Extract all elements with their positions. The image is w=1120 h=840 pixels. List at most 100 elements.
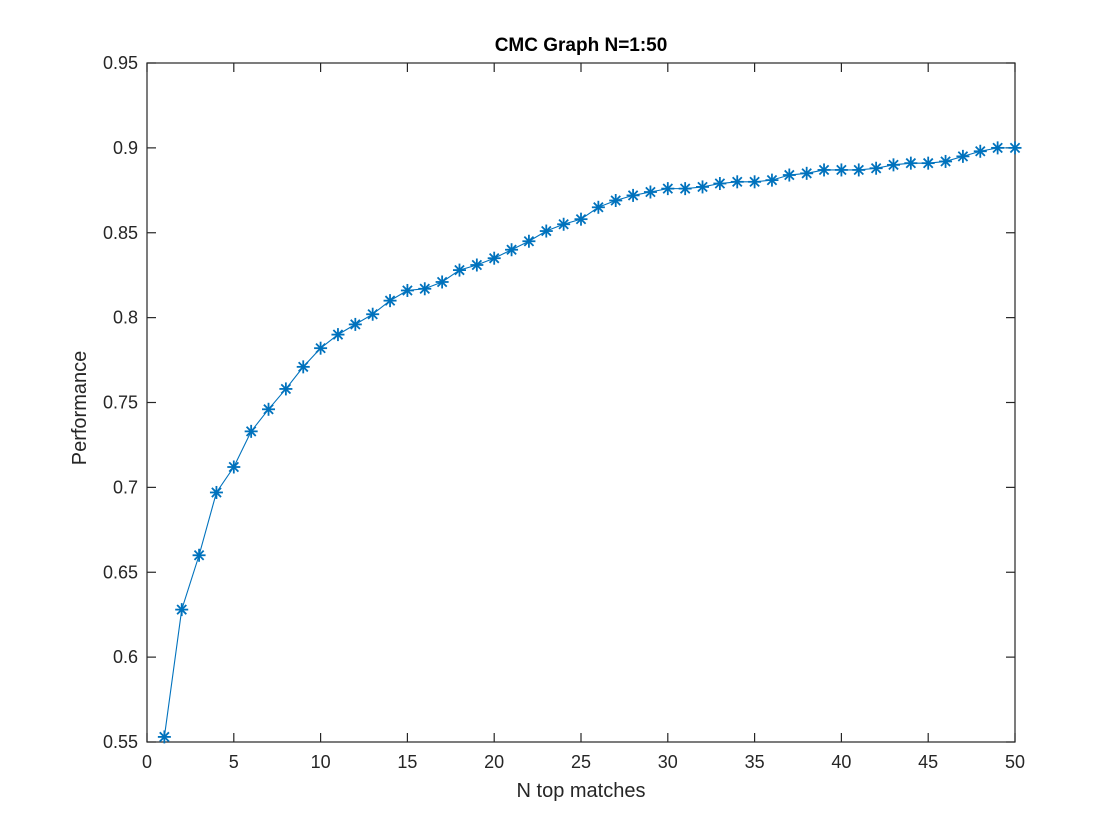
data-point: [331, 328, 345, 342]
marker-stroke: [575, 213, 587, 225]
data-point: [800, 166, 814, 180]
y-tick-label: 0.8: [113, 308, 138, 328]
data-point: [852, 163, 866, 177]
x-tick-label: 25: [571, 752, 591, 772]
x-tick-label: 35: [745, 752, 765, 772]
marker-stroke: [332, 329, 344, 340]
data-point: [834, 163, 848, 177]
data-point: [296, 360, 310, 374]
x-tick-label: 45: [918, 752, 938, 772]
y-tick-label: 0.9: [113, 138, 138, 158]
y-tick-label: 0.6: [113, 647, 138, 667]
data-point: [626, 188, 640, 202]
marker-stroke: [922, 157, 934, 169]
marker-stroke: [315, 342, 326, 354]
data-point: [383, 294, 397, 308]
y-tick-label: 0.85: [103, 223, 138, 243]
marker-stroke: [1009, 142, 1021, 154]
data-point: [557, 217, 571, 231]
data-point: [1008, 141, 1022, 155]
marker-stroke: [193, 550, 205, 561]
data-point: [262, 402, 276, 416]
marker-stroke: [471, 259, 483, 271]
marker-stroke: [645, 186, 656, 198]
marker-stroke: [245, 426, 257, 437]
data-point: [956, 149, 970, 163]
marker-stroke: [714, 178, 726, 189]
marker-stroke: [905, 157, 917, 169]
marker-stroke: [419, 283, 430, 295]
data-point: [279, 382, 293, 396]
marker-stroke: [853, 164, 864, 176]
x-tick-label: 15: [397, 752, 417, 772]
data-point: [244, 424, 258, 438]
marker-stroke: [228, 461, 240, 473]
marker-stroke: [610, 195, 621, 206]
data-point: [591, 200, 605, 214]
marker-stroke: [367, 308, 378, 320]
data-point: [522, 234, 536, 248]
marker-stroke: [732, 176, 743, 188]
marker-stroke: [384, 295, 396, 306]
y-axis-label: Performance: [69, 351, 91, 466]
data-point: [939, 154, 953, 168]
y-tick-label: 0.65: [103, 562, 138, 582]
data-point: [452, 263, 466, 277]
y-tick-label: 0.55: [103, 732, 138, 752]
data-point: [418, 282, 432, 296]
data-point: [921, 156, 935, 170]
y-tick-label: 0.7: [113, 477, 138, 497]
marker-stroke: [211, 487, 222, 498]
chart-title: CMC Graph N=1:50: [495, 35, 668, 56]
y-tick-label: 0.95: [103, 53, 138, 73]
marker-stroke: [992, 142, 1003, 154]
data-point: [730, 175, 744, 189]
y-axis-ticks: 0.55 0.6 0.65 0.7 0.75 0.8 0.85 0.9 0.95: [103, 53, 1015, 752]
x-tick-label: 40: [831, 752, 851, 772]
data-point: [505, 243, 519, 257]
data-point: [696, 180, 710, 194]
data-point: [609, 194, 623, 207]
marker-stroke: [784, 169, 795, 181]
data-point: [643, 185, 657, 199]
marker-stroke: [957, 151, 969, 162]
data-point: [175, 603, 189, 617]
marker-stroke: [523, 236, 535, 247]
data-point: [209, 485, 223, 499]
x-tick-label: 30: [658, 752, 678, 772]
data-point: [227, 460, 241, 474]
data-point: [765, 173, 779, 187]
marker-stroke: [870, 163, 882, 174]
marker-stroke: [766, 174, 778, 186]
x-tick-label: 50: [1005, 752, 1025, 772]
marker-stroke: [298, 361, 309, 373]
data-point: [713, 177, 727, 191]
data-point: [400, 283, 414, 297]
marker-stroke: [627, 190, 639, 201]
marker-stroke: [350, 319, 361, 330]
data-point: [314, 341, 328, 355]
data-point: [157, 730, 171, 744]
marker-stroke: [436, 276, 448, 288]
x-tick-label: 10: [311, 752, 331, 772]
y-tick-label: 0.75: [103, 393, 138, 413]
x-tick-label: 20: [484, 752, 504, 772]
data-point: [782, 168, 796, 182]
data-point: [661, 182, 675, 196]
data-point: [748, 175, 762, 189]
marker-stroke: [975, 146, 986, 157]
marker-stroke: [697, 181, 708, 193]
data-point: [574, 212, 588, 226]
marker-stroke: [263, 404, 274, 415]
data-point: [991, 141, 1005, 155]
data-point: [904, 156, 918, 170]
marker-stroke: [818, 164, 830, 176]
data-point: [192, 548, 206, 562]
marker-stroke: [836, 164, 847, 176]
series-1: [157, 141, 1022, 744]
marker-stroke: [541, 225, 552, 237]
marker-stroke: [402, 285, 413, 296]
data-point: [435, 275, 449, 289]
